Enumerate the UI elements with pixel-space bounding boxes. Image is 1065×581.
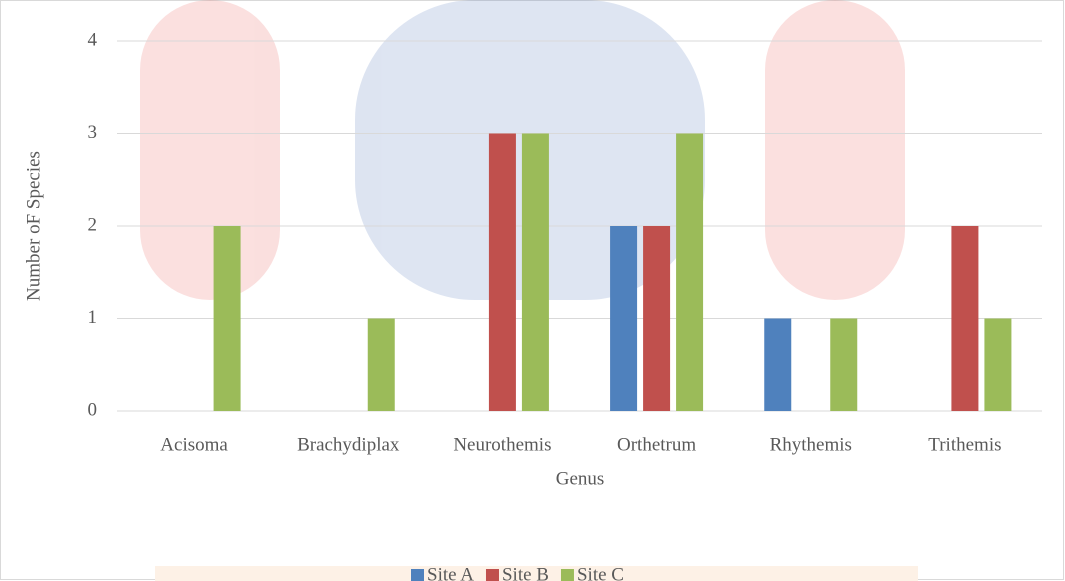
bar [521,133,549,411]
y-tick-label: 4 [88,29,98,50]
bar [213,226,241,411]
x-tick-label: Orthetrum [617,434,696,455]
x-tick-label: Neurothemis [453,434,551,455]
watermark-shape [140,0,280,300]
x-tick-label: Brachydiplax [297,434,400,455]
bar [676,133,704,411]
y-tick-label: 0 [88,399,98,420]
legend-swatch [411,569,424,581]
legend-swatch [485,569,499,581]
watermark-shape [765,0,905,300]
bar [764,318,792,411]
legend-background [155,566,918,581]
x-axis-title: Genus [556,468,605,489]
bar [984,318,1012,411]
bar [830,318,858,411]
y-tick-label: 3 [88,122,98,143]
x-tick-label: Acisoma [160,434,228,455]
bar [951,226,979,411]
x-tick-label: Trithemis [928,434,1001,455]
legend-label: Site B [502,564,549,581]
legend-swatch [560,569,574,581]
y-tick-label: 2 [88,214,98,235]
x-tick-label: Rhythemis [770,434,852,455]
bar [643,226,671,411]
legend-label: Site C [577,564,624,581]
y-axis-title: Number oF Species [23,151,44,301]
y-tick-label: 1 [88,307,98,328]
bar [488,133,516,411]
bar [610,226,638,411]
legend-label: Site A [427,564,474,581]
bar [367,318,395,411]
